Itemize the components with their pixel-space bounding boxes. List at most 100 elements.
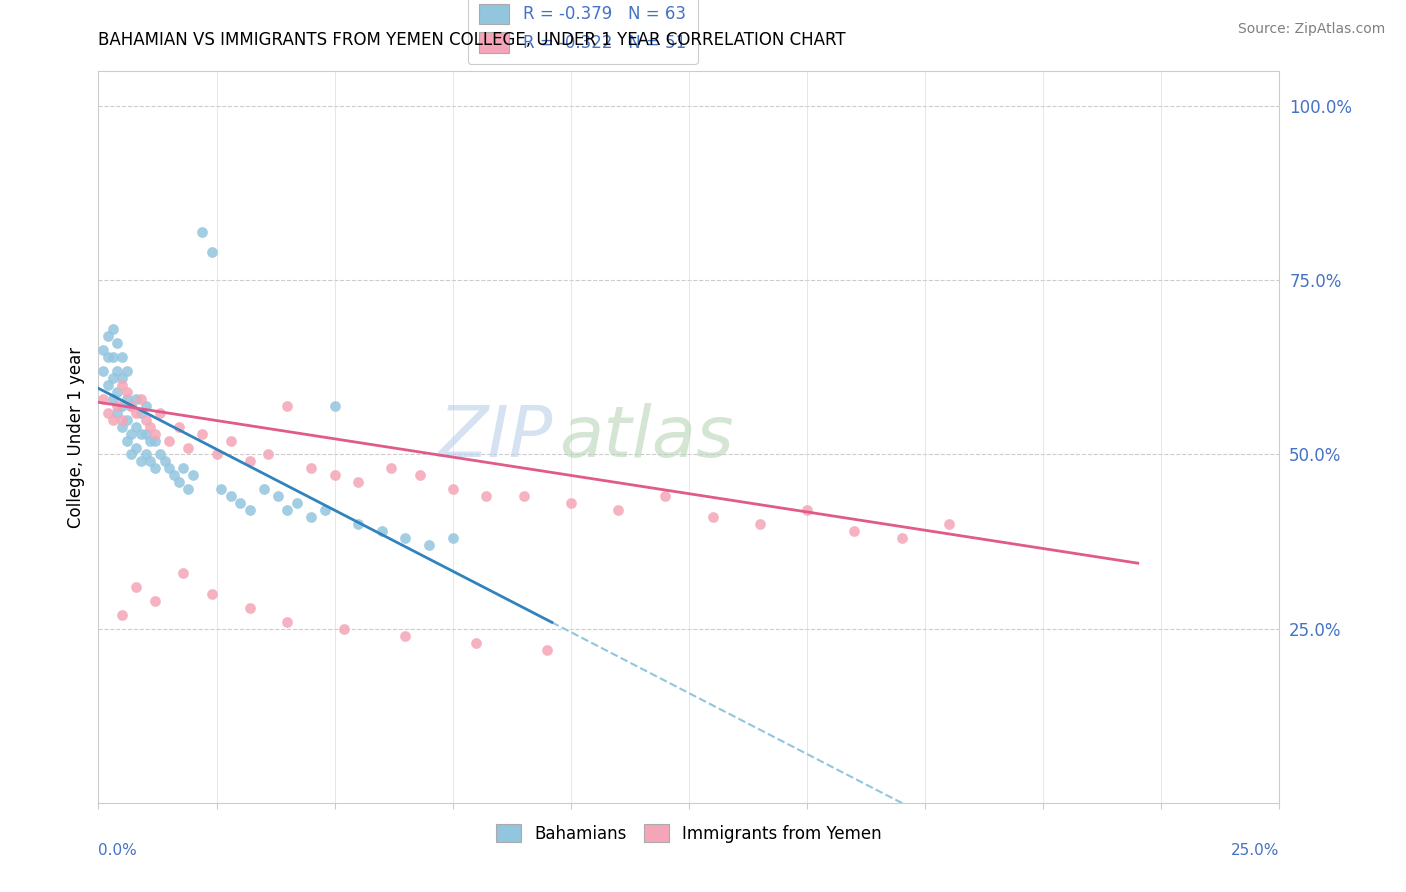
Point xyxy=(323,399,346,413)
Point xyxy=(91,343,114,357)
Point xyxy=(97,350,120,364)
Point xyxy=(111,412,134,426)
Point xyxy=(844,524,866,538)
Point xyxy=(191,426,214,441)
Point xyxy=(157,461,180,475)
Point xyxy=(257,448,280,462)
Point xyxy=(125,406,148,420)
Point xyxy=(167,419,190,434)
Point xyxy=(299,510,322,524)
Point xyxy=(121,426,143,441)
Point xyxy=(441,483,464,497)
Point xyxy=(465,635,488,649)
Point xyxy=(394,531,416,545)
Point xyxy=(285,496,308,510)
Point xyxy=(129,454,152,468)
Point xyxy=(115,364,138,378)
Point xyxy=(380,461,402,475)
Point xyxy=(512,489,534,503)
Point xyxy=(441,531,464,545)
Point xyxy=(91,392,114,406)
Point xyxy=(111,350,134,364)
Point xyxy=(101,412,124,426)
Point xyxy=(748,517,770,532)
Point xyxy=(101,350,124,364)
Point xyxy=(172,566,194,580)
Text: 25.0%: 25.0% xyxy=(1232,843,1279,858)
Point xyxy=(408,468,430,483)
Point xyxy=(111,607,134,622)
Point xyxy=(938,517,960,532)
Point xyxy=(191,225,214,239)
Point xyxy=(219,489,242,503)
Point xyxy=(371,524,394,538)
Point xyxy=(418,538,440,552)
Point xyxy=(143,434,166,448)
Point xyxy=(219,434,242,448)
Point xyxy=(111,371,134,385)
Point xyxy=(115,412,138,426)
Point xyxy=(201,587,224,601)
Point xyxy=(239,600,262,615)
Point xyxy=(105,384,128,399)
Point xyxy=(267,489,290,503)
Point xyxy=(276,399,298,413)
Point xyxy=(121,399,143,413)
Point xyxy=(115,392,138,406)
Point xyxy=(239,503,262,517)
Point xyxy=(91,364,114,378)
Point xyxy=(167,475,190,490)
Point xyxy=(97,406,120,420)
Point xyxy=(229,496,252,510)
Point xyxy=(139,434,162,448)
Point xyxy=(143,426,166,441)
Point xyxy=(125,419,148,434)
Point xyxy=(702,510,724,524)
Text: atlas: atlas xyxy=(560,402,734,472)
Point xyxy=(129,392,152,406)
Point xyxy=(153,454,176,468)
Point xyxy=(129,406,152,420)
Point xyxy=(143,461,166,475)
Point xyxy=(209,483,232,497)
Point xyxy=(536,642,558,657)
Point xyxy=(139,419,162,434)
Point xyxy=(129,426,152,441)
Point xyxy=(172,461,194,475)
Legend: Bahamians, Immigrants from Yemen: Bahamians, Immigrants from Yemen xyxy=(489,818,889,849)
Text: BAHAMIAN VS IMMIGRANTS FROM YEMEN COLLEGE, UNDER 1 YEAR CORRELATION CHART: BAHAMIAN VS IMMIGRANTS FROM YEMEN COLLEG… xyxy=(98,31,846,49)
Point xyxy=(276,615,298,629)
Point xyxy=(157,434,180,448)
Point xyxy=(177,483,200,497)
Point xyxy=(314,503,336,517)
Point xyxy=(177,441,200,455)
Point xyxy=(475,489,498,503)
Point xyxy=(125,580,148,594)
Point xyxy=(115,434,138,448)
Point xyxy=(121,448,143,462)
Point xyxy=(299,461,322,475)
Point xyxy=(101,322,124,336)
Point xyxy=(347,475,370,490)
Point xyxy=(181,468,204,483)
Point xyxy=(111,377,134,392)
Point xyxy=(125,441,148,455)
Point xyxy=(239,454,262,468)
Point xyxy=(143,594,166,608)
Point xyxy=(105,364,128,378)
Point xyxy=(101,392,124,406)
Text: ZIP: ZIP xyxy=(439,402,553,472)
Point xyxy=(201,245,224,260)
Point xyxy=(163,468,186,483)
Point xyxy=(135,399,157,413)
Point xyxy=(115,384,138,399)
Point xyxy=(323,468,346,483)
Point xyxy=(253,483,276,497)
Text: Source: ZipAtlas.com: Source: ZipAtlas.com xyxy=(1237,22,1385,37)
Point xyxy=(333,622,356,636)
Point xyxy=(105,399,128,413)
Point xyxy=(654,489,676,503)
Point xyxy=(105,336,128,351)
Point xyxy=(121,399,143,413)
Point xyxy=(890,531,912,545)
